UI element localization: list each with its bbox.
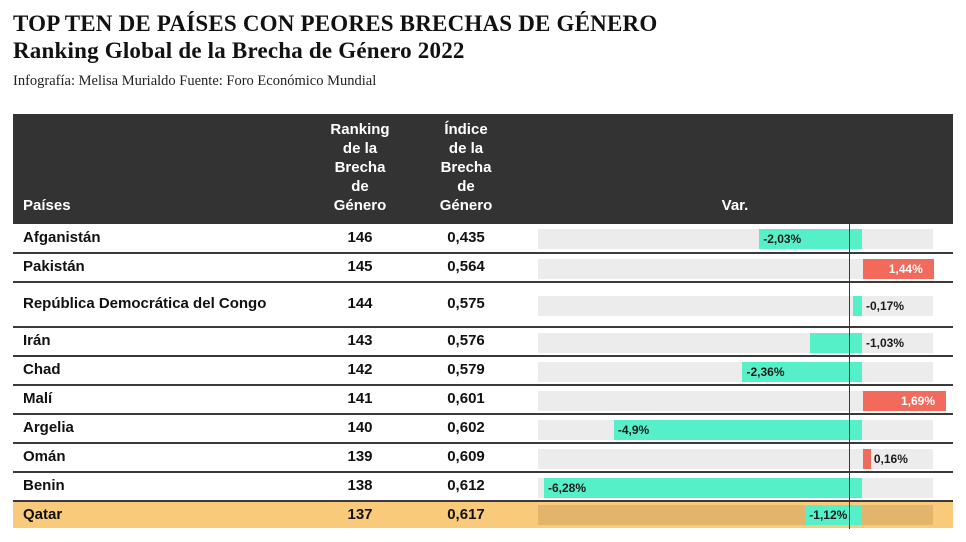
index-value: 0,579 [447, 361, 485, 378]
table-row: Omán 139 0,609 0,16% [13, 444, 953, 473]
variation-bar [759, 229, 862, 249]
chart-title: TOP TEN DE PAÍSES CON PEORES BRECHAS DE … [13, 10, 657, 64]
country-name: Benin [23, 477, 65, 494]
variation-track: -2,36% [538, 362, 933, 382]
rank-value: 138 [347, 477, 373, 494]
index-value: 0,435 [447, 228, 485, 246]
index-value: 0,564 [447, 258, 485, 275]
index-value: 0,602 [447, 419, 485, 436]
country-name: República Democrática del Congo [23, 295, 267, 312]
header-rank: Ranking de la Brecha de Género [313, 120, 407, 215]
variation-bar [544, 478, 862, 498]
zero-line [849, 224, 850, 529]
table-row: Qatar 137 0,617 -1,12% [13, 502, 953, 528]
variation-bar [742, 362, 862, 382]
variation-label: -6,28% [548, 481, 587, 495]
variation-label: -1,03% [866, 336, 905, 350]
variation-track: -0,17% [538, 296, 933, 316]
rank-value: 140 [347, 419, 373, 436]
rank-value: 142 [347, 361, 373, 378]
variation-track: -1,12% [538, 505, 933, 525]
header-index: Índice de la Brecha de Género [419, 120, 513, 215]
variation-track: -2,03% [538, 229, 933, 249]
index-value: 0,609 [447, 448, 485, 465]
variation-label: 1,69% [901, 394, 936, 408]
rank-value: 143 [347, 332, 373, 349]
variation-track: 1,69% [538, 391, 946, 411]
variation-track: -4,9% [538, 420, 933, 440]
variation-bar [809, 333, 862, 353]
country-name: Afganistán [23, 228, 101, 246]
rank-value: 141 [347, 390, 373, 407]
title-line-2: Ranking Global de la Brecha de Género 20… [13, 38, 465, 63]
header-rank-line: Género [333, 197, 387, 214]
header-index-line: Índice [444, 121, 488, 138]
variation-bar [853, 296, 862, 316]
index-value: 0,612 [447, 477, 485, 494]
index-value: 0,576 [447, 332, 485, 349]
variation-track: -1,03% [538, 333, 933, 353]
table-row: Argelia 140 0,602 -4,9% [13, 415, 953, 444]
variation-bar [613, 420, 862, 440]
table-row: Malí 141 0,601 1,69% [13, 386, 953, 415]
table-row: Pakistán 145 0,564 1,44% [13, 254, 953, 283]
variation-bar [805, 505, 862, 525]
header-index-line: Brecha [440, 159, 492, 176]
variation-label: 0,16% [873, 452, 908, 466]
country-name: Irán [23, 332, 51, 349]
country-name: Argelia [23, 419, 74, 436]
table-header: Países Ranking de la Brecha de Género Ín… [13, 114, 953, 224]
table-row: Chad 142 0,579 -2,36% [13, 357, 953, 386]
rank-value: 137 [347, 505, 373, 523]
variation-track: 0,16% [538, 449, 933, 469]
rank-value: 145 [347, 258, 373, 275]
variation-track: 1,44% [538, 259, 934, 279]
country-name: Chad [23, 361, 61, 378]
header-variation: Var. [721, 197, 749, 214]
header-index-line: Género [439, 197, 493, 214]
header-rank-line: de la [342, 140, 378, 157]
index-value: 0,575 [447, 295, 485, 312]
variation-label: -2,03% [763, 232, 802, 246]
country-name: Pakistán [23, 258, 85, 275]
variation-bar [863, 449, 871, 469]
rank-value: 146 [347, 228, 373, 246]
variation-bar [863, 259, 934, 279]
rank-value: 139 [347, 448, 373, 465]
rank-value: 144 [347, 295, 373, 312]
variation-bar [863, 391, 946, 411]
index-value: 0,617 [447, 505, 485, 523]
variation-label: -2,36% [746, 365, 785, 379]
header-index-line: de la [448, 140, 484, 157]
table-row: Irán 143 0,576 -1,03% [13, 328, 953, 357]
variation-label: -1,12% [809, 508, 848, 522]
credit-line: Infografía: Melisa Murialdo Fuente: Foro… [13, 73, 377, 89]
table-row: República Democrática del Congo 144 0,575 -… [13, 283, 953, 328]
variation-label: 1,44% [888, 262, 923, 276]
header-rank-line: Ranking [330, 121, 390, 138]
table-row: Benin 138 0,612 -6,28% [13, 473, 953, 502]
header-countries: Países [23, 197, 71, 214]
variation-label: -4,9% [617, 423, 650, 437]
header-rank-line: Brecha [334, 159, 386, 176]
country-name: Malí [23, 390, 53, 407]
variation-label: -0,17% [866, 299, 905, 313]
header-rank-line: de [351, 178, 369, 195]
header-index-line: de [457, 178, 475, 195]
variation-track: -6,28% [538, 478, 933, 498]
title-line-1: TOP TEN DE PAÍSES CON PEORES BRECHAS DE … [13, 11, 658, 36]
country-name: Qatar [23, 505, 63, 523]
table-row: Afganistán 146 0,435 -2,03% [13, 224, 953, 254]
index-value: 0,601 [447, 390, 485, 407]
country-name: Omán [23, 448, 66, 465]
